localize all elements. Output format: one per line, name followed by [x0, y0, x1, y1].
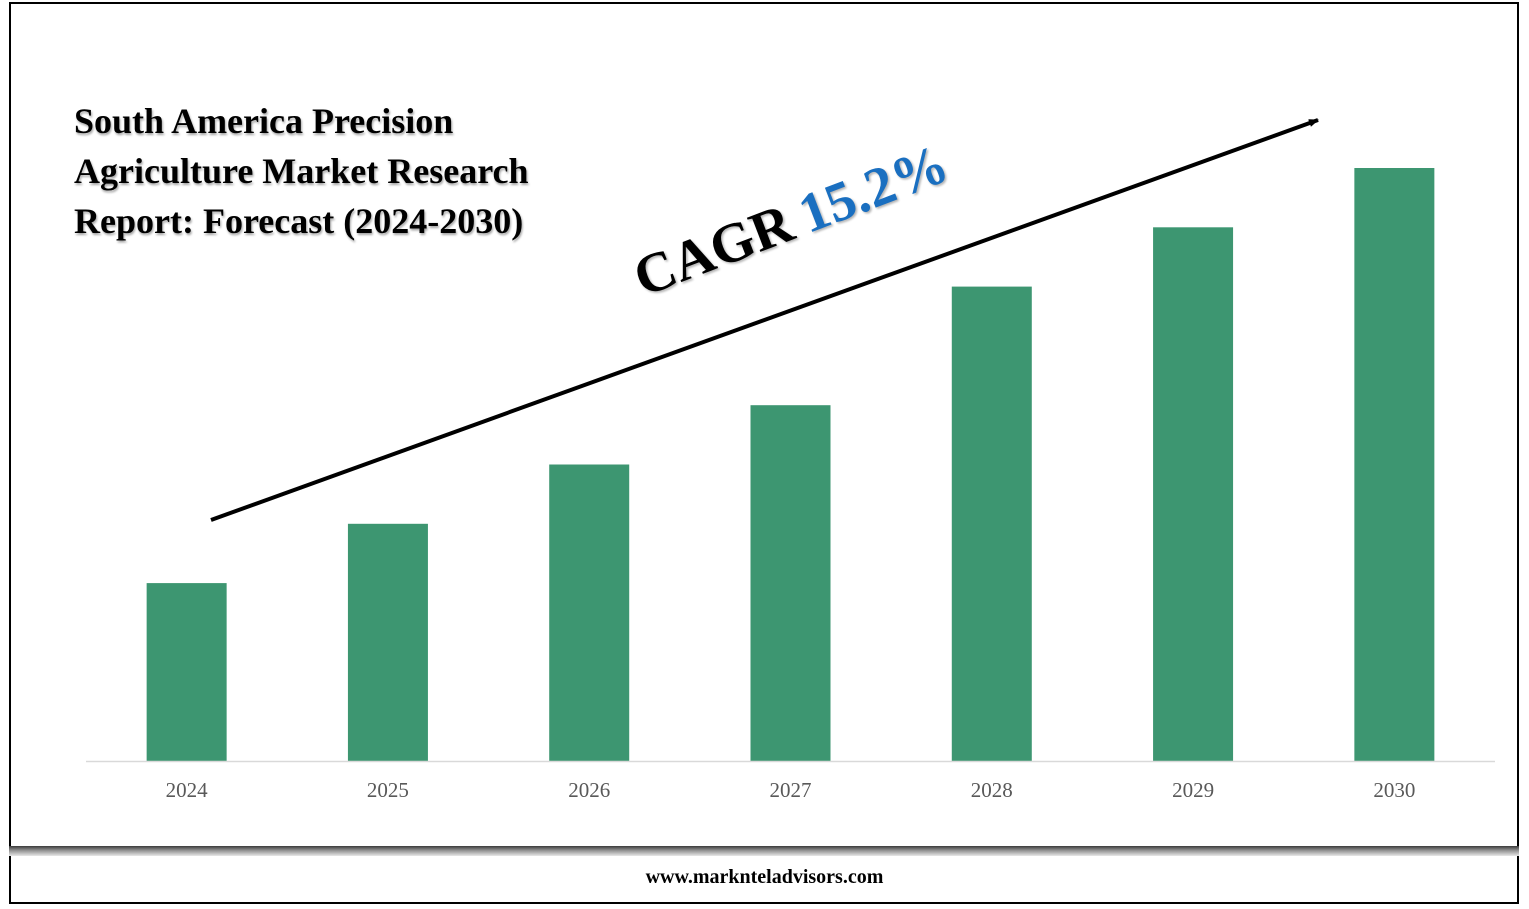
- bar-2028: [951, 286, 1032, 761]
- x-tick-label-2029: 2029: [1172, 778, 1214, 802]
- bar-2027: [750, 405, 831, 761]
- growth-arrow: [210, 118, 1319, 522]
- website-url: www.marknteladvisors.com: [645, 866, 884, 888]
- x-tick-label-2030: 2030: [1373, 778, 1415, 802]
- x-tick-labels: 2024 2025 2026 2027 2028 2029 2030: [166, 778, 1416, 802]
- x-tick-label-2024: 2024: [166, 778, 209, 802]
- x-tick-label-2026: 2026: [568, 778, 610, 802]
- x-tick-label-2027: 2027: [770, 778, 812, 802]
- bar-2025: [347, 523, 428, 761]
- title-line-2: Agriculture Market Research: [74, 151, 529, 191]
- x-tick-label-2025: 2025: [367, 778, 409, 802]
- frame-divider: [9, 846, 1519, 856]
- title-line-1: South America Precision: [74, 101, 454, 141]
- bar-2024: [146, 583, 227, 761]
- bar-2026: [549, 464, 630, 761]
- bar-2029: [1153, 227, 1234, 762]
- chart-title: South America Precision Agriculture Mark…: [74, 96, 614, 246]
- title-line-3: Report: Forecast (2024-2030): [74, 201, 524, 241]
- x-tick-label-2028: 2028: [971, 778, 1013, 802]
- bars-group: [146, 168, 1435, 762]
- footer-frame: [9, 856, 1519, 904]
- bar-2030: [1354, 168, 1435, 761]
